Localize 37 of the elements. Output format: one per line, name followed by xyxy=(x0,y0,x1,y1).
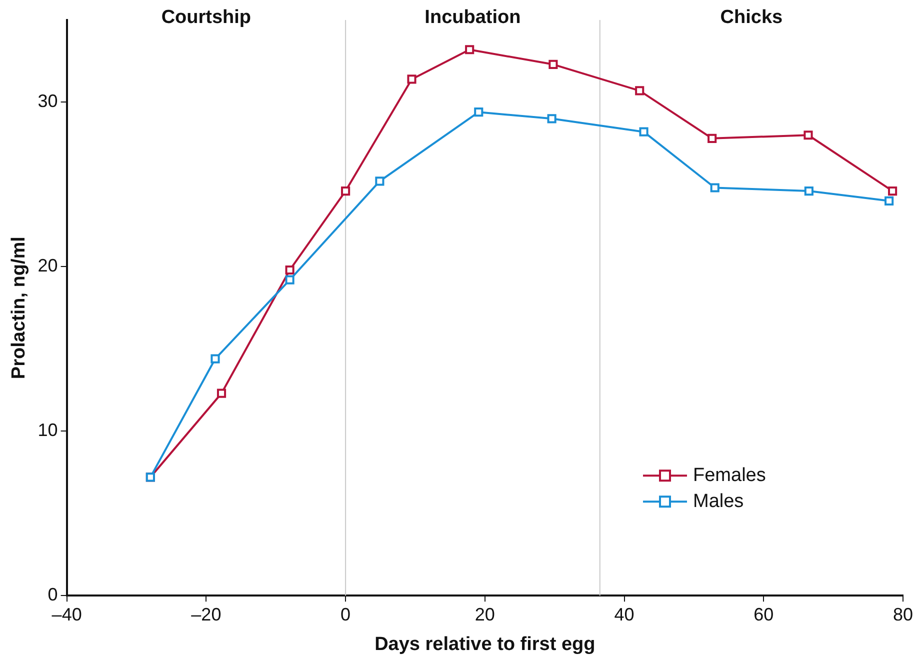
point xyxy=(285,275,294,284)
y-axis-title: Prolactin, ng/ml xyxy=(8,236,30,380)
point xyxy=(465,45,474,54)
point xyxy=(285,265,294,275)
x-tick-label: 80 xyxy=(892,604,914,624)
annotation: Courtship xyxy=(161,7,252,28)
point xyxy=(548,60,558,69)
point xyxy=(407,74,416,84)
x-tick-label: 40 xyxy=(614,604,634,624)
legend-label: Males xyxy=(693,490,744,512)
y-tick-label: 10 xyxy=(38,420,58,440)
x-tick-label: –40 xyxy=(52,604,82,624)
annotation: Chicks xyxy=(720,7,783,28)
y-tick-label: 30 xyxy=(38,91,58,112)
point xyxy=(375,176,384,186)
x-tick-label: 0 xyxy=(340,604,351,624)
x-tick-label: 60 xyxy=(754,604,774,624)
x-tick-label: –20 xyxy=(191,604,222,624)
point xyxy=(210,354,220,364)
annotation: Incubation xyxy=(424,7,521,28)
point xyxy=(341,186,350,196)
point xyxy=(888,186,898,196)
x-tick-label: 20 xyxy=(474,604,495,624)
y-tick-label: 0 xyxy=(48,584,58,605)
point xyxy=(710,183,720,192)
legend-label: Females xyxy=(693,464,766,486)
point xyxy=(804,186,814,196)
point xyxy=(635,86,644,96)
x-axis-title: Days relative to first egg xyxy=(374,634,596,655)
point xyxy=(547,114,556,124)
point xyxy=(216,388,226,398)
point xyxy=(708,134,717,143)
y-tick-label: 20 xyxy=(38,256,58,276)
point xyxy=(639,127,648,136)
point xyxy=(474,108,484,117)
point xyxy=(804,130,813,140)
point xyxy=(884,196,894,206)
